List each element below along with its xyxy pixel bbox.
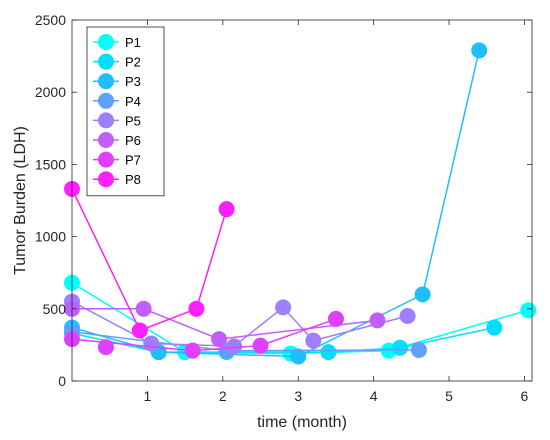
- legend-item-p3: P3: [93, 73, 141, 90]
- legend-swatch-marker: [98, 151, 114, 168]
- series-line-p6: [72, 308, 378, 340]
- data-point-p2: [392, 339, 409, 356]
- data-point-p5: [399, 308, 416, 325]
- data-point-p5: [305, 332, 322, 349]
- data-point-p5: [275, 299, 292, 316]
- plot-area: [64, 42, 537, 365]
- legend-item-p7: P7: [93, 151, 141, 168]
- data-point-p6: [369, 312, 386, 329]
- series-p7: [64, 310, 344, 359]
- legend-label: P5: [125, 113, 141, 128]
- legend-box: [86, 26, 165, 197]
- data-point-p3: [414, 286, 431, 303]
- legend-item-p4: P4: [93, 92, 141, 109]
- x-tick-label: 4: [370, 388, 378, 404]
- legend-swatch-marker: [98, 73, 114, 90]
- legend-label: P2: [125, 55, 141, 70]
- x-tick-label: 6: [521, 388, 529, 404]
- legend-item-p5: P5: [93, 112, 141, 129]
- legend-swatch-marker: [98, 92, 114, 109]
- data-point-p1: [520, 302, 537, 319]
- legend-item-p1: P1: [93, 34, 141, 50]
- y-tick-label: 2000: [35, 84, 66, 100]
- legend-label: P3: [125, 74, 141, 89]
- data-point-p7: [327, 310, 344, 327]
- legend-swatch-marker: [98, 34, 114, 50]
- legend-item-p6: P6: [93, 132, 141, 148]
- series-line-p4: [71, 331, 419, 352]
- data-point-p7: [184, 342, 201, 359]
- y-tick-label: 1000: [35, 229, 66, 245]
- series-line-p8: [71, 188, 228, 332]
- x-tick-label: 3: [294, 388, 302, 404]
- x-tick-label: 5: [445, 388, 453, 404]
- x-tick-label: 1: [144, 388, 152, 404]
- data-point-p3: [290, 348, 307, 365]
- legend-swatch-marker: [98, 132, 114, 148]
- data-point-p5: [143, 335, 160, 352]
- y-tick-label: 0: [58, 373, 66, 389]
- legend-label: P6: [125, 133, 141, 148]
- data-point-p7: [252, 337, 269, 354]
- data-point-p7: [97, 339, 114, 356]
- axes: 1 2 3 4 5 6 0 500 1000 1500 2000 2500: [35, 12, 533, 404]
- legend-swatch-marker: [98, 112, 114, 129]
- legend: P1 P2 P3 P4 P5 P6 P7 P8: [86, 26, 165, 197]
- x-tick-label: 2: [219, 388, 227, 404]
- data-point-p8: [131, 322, 148, 339]
- data-point-p5: [226, 338, 243, 355]
- legend-swatch-marker: [98, 53, 114, 70]
- data-point-p6: [211, 331, 228, 348]
- legend-swatch-marker: [98, 171, 114, 188]
- series-p1: [64, 274, 537, 362]
- data-point-p2: [486, 319, 503, 336]
- legend-item-p8: P8: [93, 171, 141, 188]
- data-point-p3: [471, 42, 488, 59]
- y-axis-title: Tumor Burden (LDH): [12, 126, 29, 275]
- series-line-p1: [71, 282, 529, 355]
- legend-label: P1: [125, 35, 141, 50]
- legend-label: P7: [125, 153, 141, 168]
- y-tick-label: 500: [43, 301, 67, 317]
- axes-box: [71, 19, 533, 382]
- y-tick-label: 2500: [35, 12, 66, 28]
- legend-label: P8: [125, 172, 141, 187]
- series-line-p7: [71, 318, 337, 352]
- series-p8: [64, 180, 235, 339]
- x-axis-title: time (month): [257, 414, 347, 431]
- data-point-p4: [410, 341, 427, 358]
- legend-item-p2: P2: [93, 53, 141, 70]
- data-point-p8: [188, 300, 205, 317]
- legend-label: P4: [125, 94, 141, 109]
- y-tick-label: 1500: [35, 156, 66, 172]
- data-point-p8: [218, 201, 235, 218]
- data-point-p2: [320, 344, 337, 361]
- data-point-p6: [135, 300, 152, 317]
